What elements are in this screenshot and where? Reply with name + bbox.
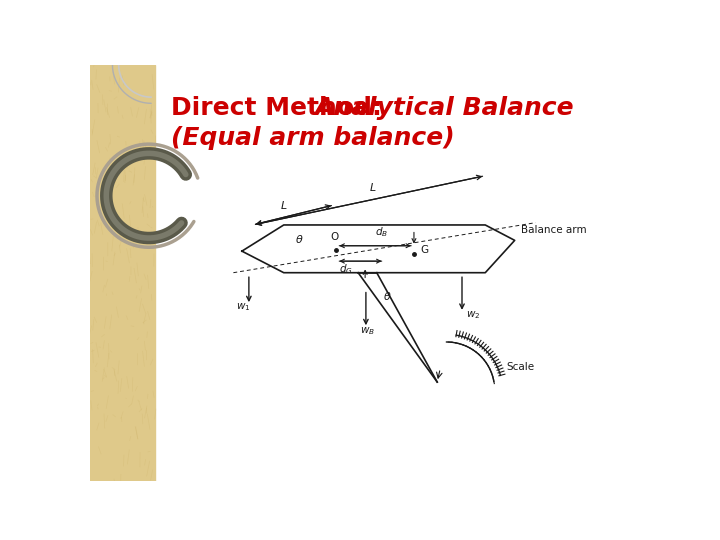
Text: O: O — [330, 232, 339, 242]
Text: $w_B$: $w_B$ — [360, 325, 375, 336]
Text: L: L — [370, 183, 376, 193]
Text: (Equal arm balance): (Equal arm balance) — [171, 126, 455, 151]
Text: $\theta$: $\theta$ — [383, 289, 392, 302]
Text: $w_1$: $w_1$ — [236, 302, 251, 313]
Text: $\theta$: $\theta$ — [295, 233, 304, 246]
Text: Direct Method:: Direct Method: — [171, 96, 391, 119]
Text: $d_G$: $d_G$ — [339, 262, 353, 276]
Text: $w_2$: $w_2$ — [466, 309, 480, 321]
Text: G: G — [420, 245, 428, 255]
Text: L: L — [281, 201, 287, 211]
Text: Scale: Scale — [506, 362, 534, 372]
Bar — [90, 65, 155, 481]
Text: Analytical Balance: Analytical Balance — [315, 96, 575, 119]
Text: Balance arm: Balance arm — [521, 225, 587, 235]
Text: $d_B$: $d_B$ — [375, 225, 388, 239]
